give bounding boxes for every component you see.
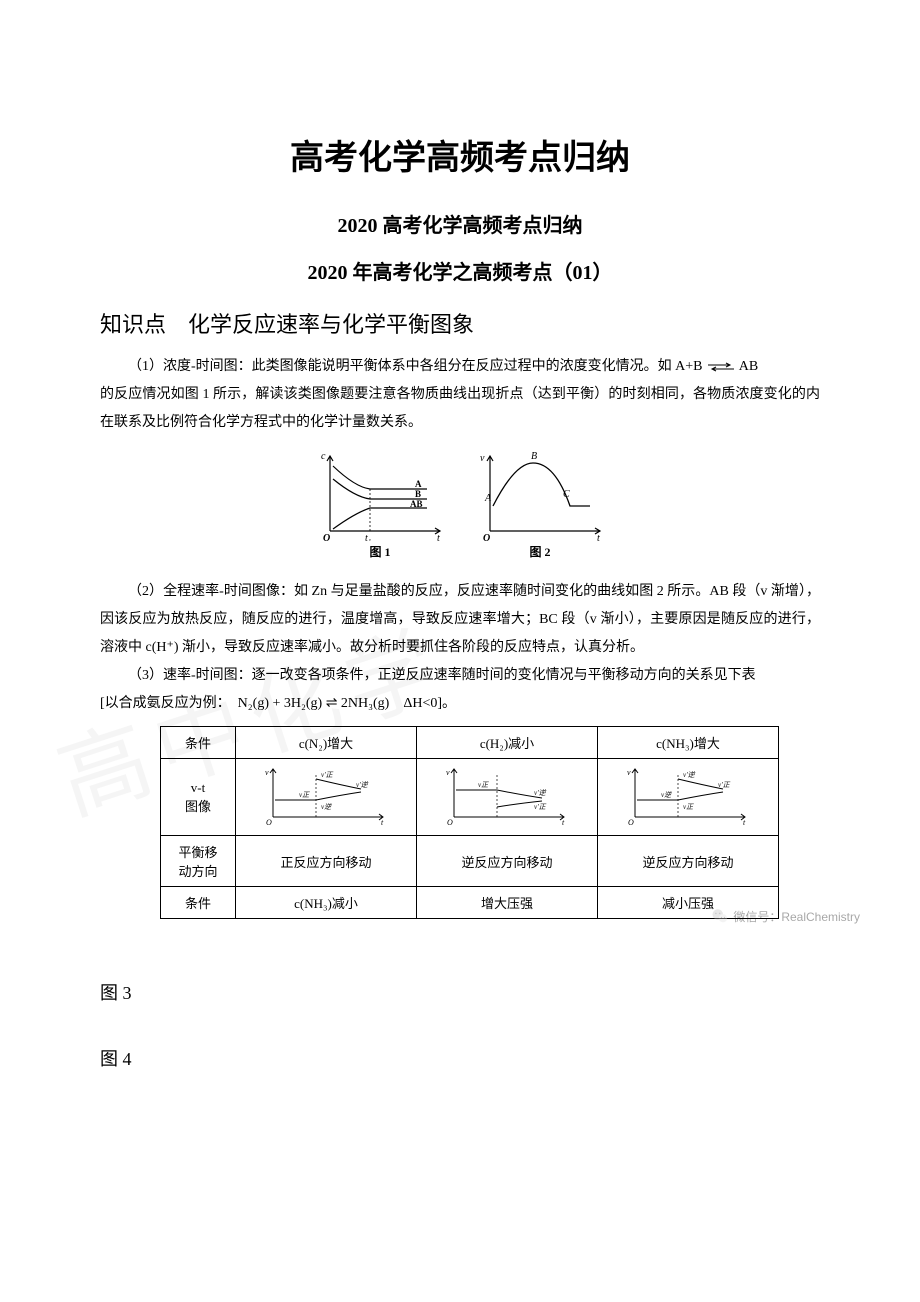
mini-graph-0: v t O v'正 v逆 v正 v'逆	[261, 765, 391, 825]
table-row-direction: 平衡移 动方向 正反应方向移动 逆反应方向移动 逆反应方向移动	[161, 836, 779, 887]
svg-text:v'逆: v'逆	[356, 781, 369, 789]
fig2-ylabel: v	[480, 453, 485, 464]
svg-text:v逆: v逆	[661, 791, 672, 799]
svg-text:t: t	[381, 818, 384, 825]
svg-text:v'正: v'正	[718, 781, 731, 789]
paragraph-1-cont: 的反应情况如图 1 所示，解读该类图像题要注意各物质曲线出现折点（达到平衡）的时…	[100, 381, 820, 437]
graph-cell-2: v t O v'逆 v'正 v逆 v正	[598, 759, 779, 836]
graph-cell-1: v t O v正 v'逆 v'正	[417, 759, 598, 836]
figure-1: c t O t₁ A B AB 图 1	[315, 451, 445, 560]
table-row-graph: v-t 图像 v t O	[161, 759, 779, 836]
paragraph-1: （1）浓度-时间图：此类图像能说明平衡体系中各组分在反应过程中的浓度变化情况。如…	[100, 353, 820, 381]
svg-text:v逆: v逆	[321, 803, 332, 811]
svg-text:t: t	[562, 818, 565, 825]
subtitle-1: 2020 高考化学高频考点归纳	[100, 209, 820, 238]
cond2-cell-1: 增大压强	[417, 887, 598, 919]
paragraph-3b: [以合成氨反应为例： N₂(g) + 3H₂(g) ⇌ 2NH₃(g) ΔH<0…	[100, 690, 820, 718]
main-title: 高考化学高频考点归纳	[100, 130, 820, 179]
extra-figures: 图 3 图 4	[100, 979, 820, 1071]
table-row-cond2: 条件 c(NH₃)减小 增大压强 减小压强	[161, 887, 779, 919]
figure-4-label: 图 4	[100, 1045, 820, 1071]
svg-text:v: v	[627, 768, 631, 777]
table-row-cond: 条件 c(N₂)增大 c(H₂)减小 c(NH₃)增大	[161, 727, 779, 759]
p1-text-b: AB	[739, 359, 758, 374]
row-label-cond2: 条件	[161, 887, 236, 919]
dir-cell-1: 逆反应方向移动	[417, 836, 598, 887]
svg-text:t: t	[743, 818, 746, 825]
p1-text-a: （1）浓度-时间图：此类图像能说明平衡体系中各组分在反应过程中的浓度变化情况。如…	[128, 359, 703, 374]
fig1-label-b: B	[415, 489, 421, 499]
svg-text:v'逆: v'逆	[534, 789, 547, 797]
fig2-xlabel: t	[597, 533, 600, 541]
cond-cell-1: c(H₂)减小	[417, 727, 598, 759]
svg-text:v正: v正	[683, 803, 694, 811]
page-container: 高考化学高频考点归纳 2020 高考化学高频考点归纳 2020 年高考化学之高频…	[0, 0, 920, 1171]
figure-1-svg: c t O t₁ A B AB	[315, 451, 445, 541]
svg-text:v'逆: v'逆	[683, 771, 696, 779]
mini-graph-1: v t O v正 v'逆 v'正	[442, 765, 572, 825]
svg-text:v正: v正	[478, 781, 489, 789]
figure-2-svg: v t O A B C	[475, 451, 605, 541]
paragraph-2: （2）全程速率-时间图像：如 Zn 与足量盐酸的反应，反应速率随时间变化的曲线如…	[100, 578, 820, 662]
subtitle-2: 2020 年高考化学之高频考点（01）	[100, 256, 820, 285]
fig1-ylabel: c	[321, 451, 326, 462]
row-label-dir: 平衡移 动方向	[161, 836, 236, 887]
fig1-origin: O	[323, 533, 330, 541]
svg-text:v: v	[446, 768, 450, 777]
dir-cell-2: 逆反应方向移动	[598, 836, 779, 887]
svg-text:O: O	[266, 818, 272, 825]
equilibrium-arrow-icon	[706, 362, 736, 372]
svg-text:v正: v正	[299, 791, 310, 799]
figure-2-caption: 图 2	[475, 543, 605, 560]
graph-cell-0: v t O v'正 v逆 v正 v'逆	[236, 759, 417, 836]
figure-1-caption: 图 1	[315, 543, 445, 560]
cond-cell-0: c(N₂)增大	[236, 727, 417, 759]
svg-text:v'正: v'正	[534, 803, 547, 811]
watermark-text: 微信号：RealChemistry	[733, 908, 860, 925]
fig1-label-ab: AB	[410, 499, 423, 509]
section-heading: 知识点 化学反应速率与化学平衡图象	[100, 307, 820, 339]
conditions-table-wrap: 条件 c(N₂)增大 c(H₂)减小 c(NH₃)增大 v-t 图像 v t O	[160, 726, 820, 919]
dir-cell-0: 正反应方向移动	[236, 836, 417, 887]
paragraph-3: （3）速率-时间图：逐一改变各项条件，正逆反应速率随时间的变化情况与平衡移动方向…	[100, 662, 820, 690]
fig2-point-a: A	[484, 493, 492, 504]
fig1-t1: t₁	[365, 533, 371, 541]
mini-graph-2: v t O v'逆 v'正 v逆 v正	[623, 765, 753, 825]
wechat-watermark: 微信号：RealChemistry	[711, 907, 860, 925]
row-label-graph: v-t 图像	[161, 759, 236, 836]
row-label-cond: 条件	[161, 727, 236, 759]
cond2-cell-0: c(NH₃)减小	[236, 887, 417, 919]
figure-3-label: 图 3	[100, 979, 820, 1005]
svg-text:v'正: v'正	[321, 771, 334, 779]
fig2-origin: O	[483, 533, 490, 541]
fig1-label-a: A	[415, 479, 422, 489]
figure-2: v t O A B C 图 2	[475, 451, 605, 560]
figures-row: c t O t₁ A B AB 图 1 v	[100, 451, 820, 560]
fig1-xlabel: t	[437, 533, 440, 541]
p3b-text: [以合成氨反应为例： N₂(g) + 3H₂(g) ⇌ 2NH₃(g) ΔH<0…	[100, 696, 456, 711]
svg-text:v: v	[265, 768, 269, 777]
svg-text:O: O	[447, 818, 453, 825]
cond-cell-2: c(NH₃)增大	[598, 727, 779, 759]
wechat-icon	[711, 907, 729, 925]
conditions-table: 条件 c(N₂)增大 c(H₂)减小 c(NH₃)增大 v-t 图像 v t O	[160, 726, 779, 919]
svg-text:O: O	[628, 818, 634, 825]
fig2-point-c: C	[563, 489, 570, 500]
fig2-point-b: B	[531, 451, 537, 462]
